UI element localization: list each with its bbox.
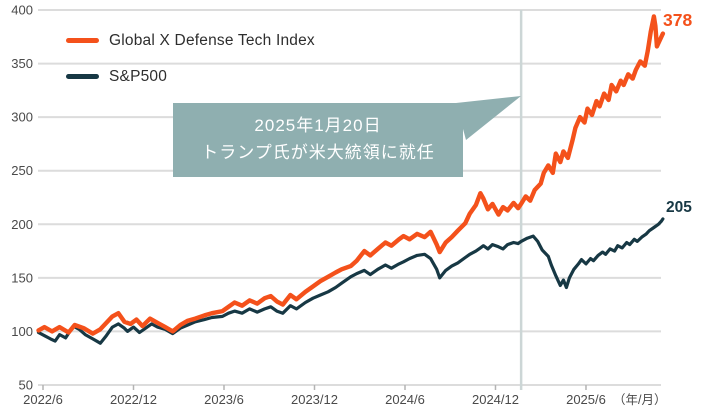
callout-text-line: トランプ氏が米大統領に就任 (201, 143, 435, 162)
series-line-defense-tech (36, 14, 666, 336)
x-tick-label: 2024/12 (472, 392, 519, 407)
defense-tech-end-value: 378 (663, 10, 693, 30)
series-line-sp500 (36, 217, 665, 345)
y-tick-label: 150 (11, 270, 33, 285)
legend-label-defense-tech: Global X Defense Tech Index (109, 31, 315, 49)
y-tick-label: 400 (11, 3, 33, 18)
callout-pointer (456, 96, 521, 140)
legend-item-defense-tech: Global X Defense Tech Index (66, 31, 315, 50)
y-tick-label: 300 (11, 110, 33, 125)
chart-legend: Global X Defense Tech Index S&P500 (66, 31, 315, 103)
y-tick-label: 100 (11, 324, 33, 339)
sp500-end-value: 205 (666, 199, 692, 216)
defense-tech-line-swatch (66, 38, 99, 43)
x-tick-label: 2023/6 (204, 392, 244, 407)
legend-item-sp500: S&P500 (66, 67, 315, 86)
x-tick-label: 2022/12 (110, 392, 157, 407)
callout-date-line: 2025年1月20日 (254, 116, 382, 135)
sp500-line-swatch (66, 74, 99, 79)
y-tick-label: 250 (11, 163, 33, 178)
legend-label-sp500: S&P500 (109, 67, 168, 85)
x-axis-unit-label: （年/月） (613, 393, 666, 407)
x-tick-label: 2023/12 (291, 392, 338, 407)
y-tick-label: 350 (11, 56, 33, 71)
y-tick-label: 50 (19, 378, 33, 393)
x-tick-label: 2024/6 (385, 392, 425, 407)
x-tick-label: 2025/6 (566, 392, 606, 407)
y-tick-label: 200 (11, 217, 33, 232)
x-tick-label: 2022/6 (23, 392, 63, 407)
trump-inauguration-callout: 2025年1月20日 トランプ氏が米大統領に就任 (173, 103, 463, 177)
